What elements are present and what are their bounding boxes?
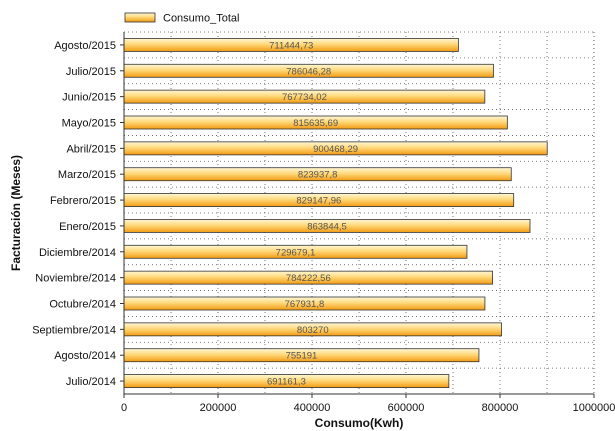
bar-value-label: 784222,56 [286, 273, 331, 284]
bar-value-label: 815635,69 [293, 118, 338, 129]
y-tick-label: Octubre/2014 [49, 299, 116, 311]
gridlines [124, 31, 595, 394]
bar-value-label: 767931,8 [285, 299, 325, 310]
bar-value-label: 711444,73 [269, 40, 313, 51]
bars: 711444,73 786046,28 767734,02 815635,69 9004… [123, 38, 548, 388]
bar-value-label: 829147,96 [296, 196, 341, 207]
x-tick-label: 400000 [294, 402, 331, 414]
x-tick-labels: 0 200000 400000 600000 800000 1000000 [121, 394, 615, 414]
y-tick-label: Febrero/2015 [50, 195, 116, 207]
y-tick-label: Agosto/2014 [54, 350, 116, 362]
y-tick-label: Agosto/2015 [54, 40, 116, 52]
y-tick-label: Diciembre/2014 [39, 247, 116, 259]
bar-value-label: 729679,1 [276, 247, 316, 258]
x-tick-label: 1000000 [573, 402, 615, 414]
x-axis-title: Consumo(Kwh) [315, 416, 404, 430]
y-tick-label: Enero/2015 [59, 221, 116, 233]
x-tick-label: 200000 [200, 402, 237, 414]
bar-value-label: 863844,5 [307, 221, 347, 232]
x-tick-label: 600000 [388, 402, 425, 414]
x-tick-label: 800000 [482, 402, 519, 414]
y-tick-label: Julio/2015 [66, 66, 116, 78]
bar-value-label: 755191 [286, 351, 318, 362]
y-axis-title: Facturación (Meses) [9, 155, 23, 271]
bar-value-label: 900468,29 [313, 144, 358, 155]
y-tick-label: Julio/2014 [66, 376, 116, 388]
y-tick-label: Noviembre/2014 [35, 273, 116, 285]
legend-label: Consumo_Total [163, 13, 239, 25]
bar-value-label: 786046,28 [286, 66, 331, 77]
bar-value-label: 691161,3 [267, 377, 306, 388]
legend-swatch [124, 12, 156, 23]
y-tick-labels: Agosto/2015 Julio/2015 Junio/2015 Mayo/2015… [32, 40, 124, 388]
bar-value-label: 767734,02 [282, 92, 327, 103]
y-tick-label: Abril/2015 [66, 143, 116, 155]
x-tick-label: 0 [121, 402, 127, 414]
y-tick-label: Mayo/2015 [62, 118, 116, 130]
bar-value-label: 803270 [297, 325, 329, 336]
bar-value-label: 823937,8 [298, 170, 338, 181]
y-tick-label: Septiembre/2014 [32, 324, 116, 336]
y-tick-label: Junio/2015 [62, 92, 116, 104]
legend: Consumo_Total [124, 12, 239, 25]
y-tick-label: Marzo/2015 [58, 169, 116, 181]
